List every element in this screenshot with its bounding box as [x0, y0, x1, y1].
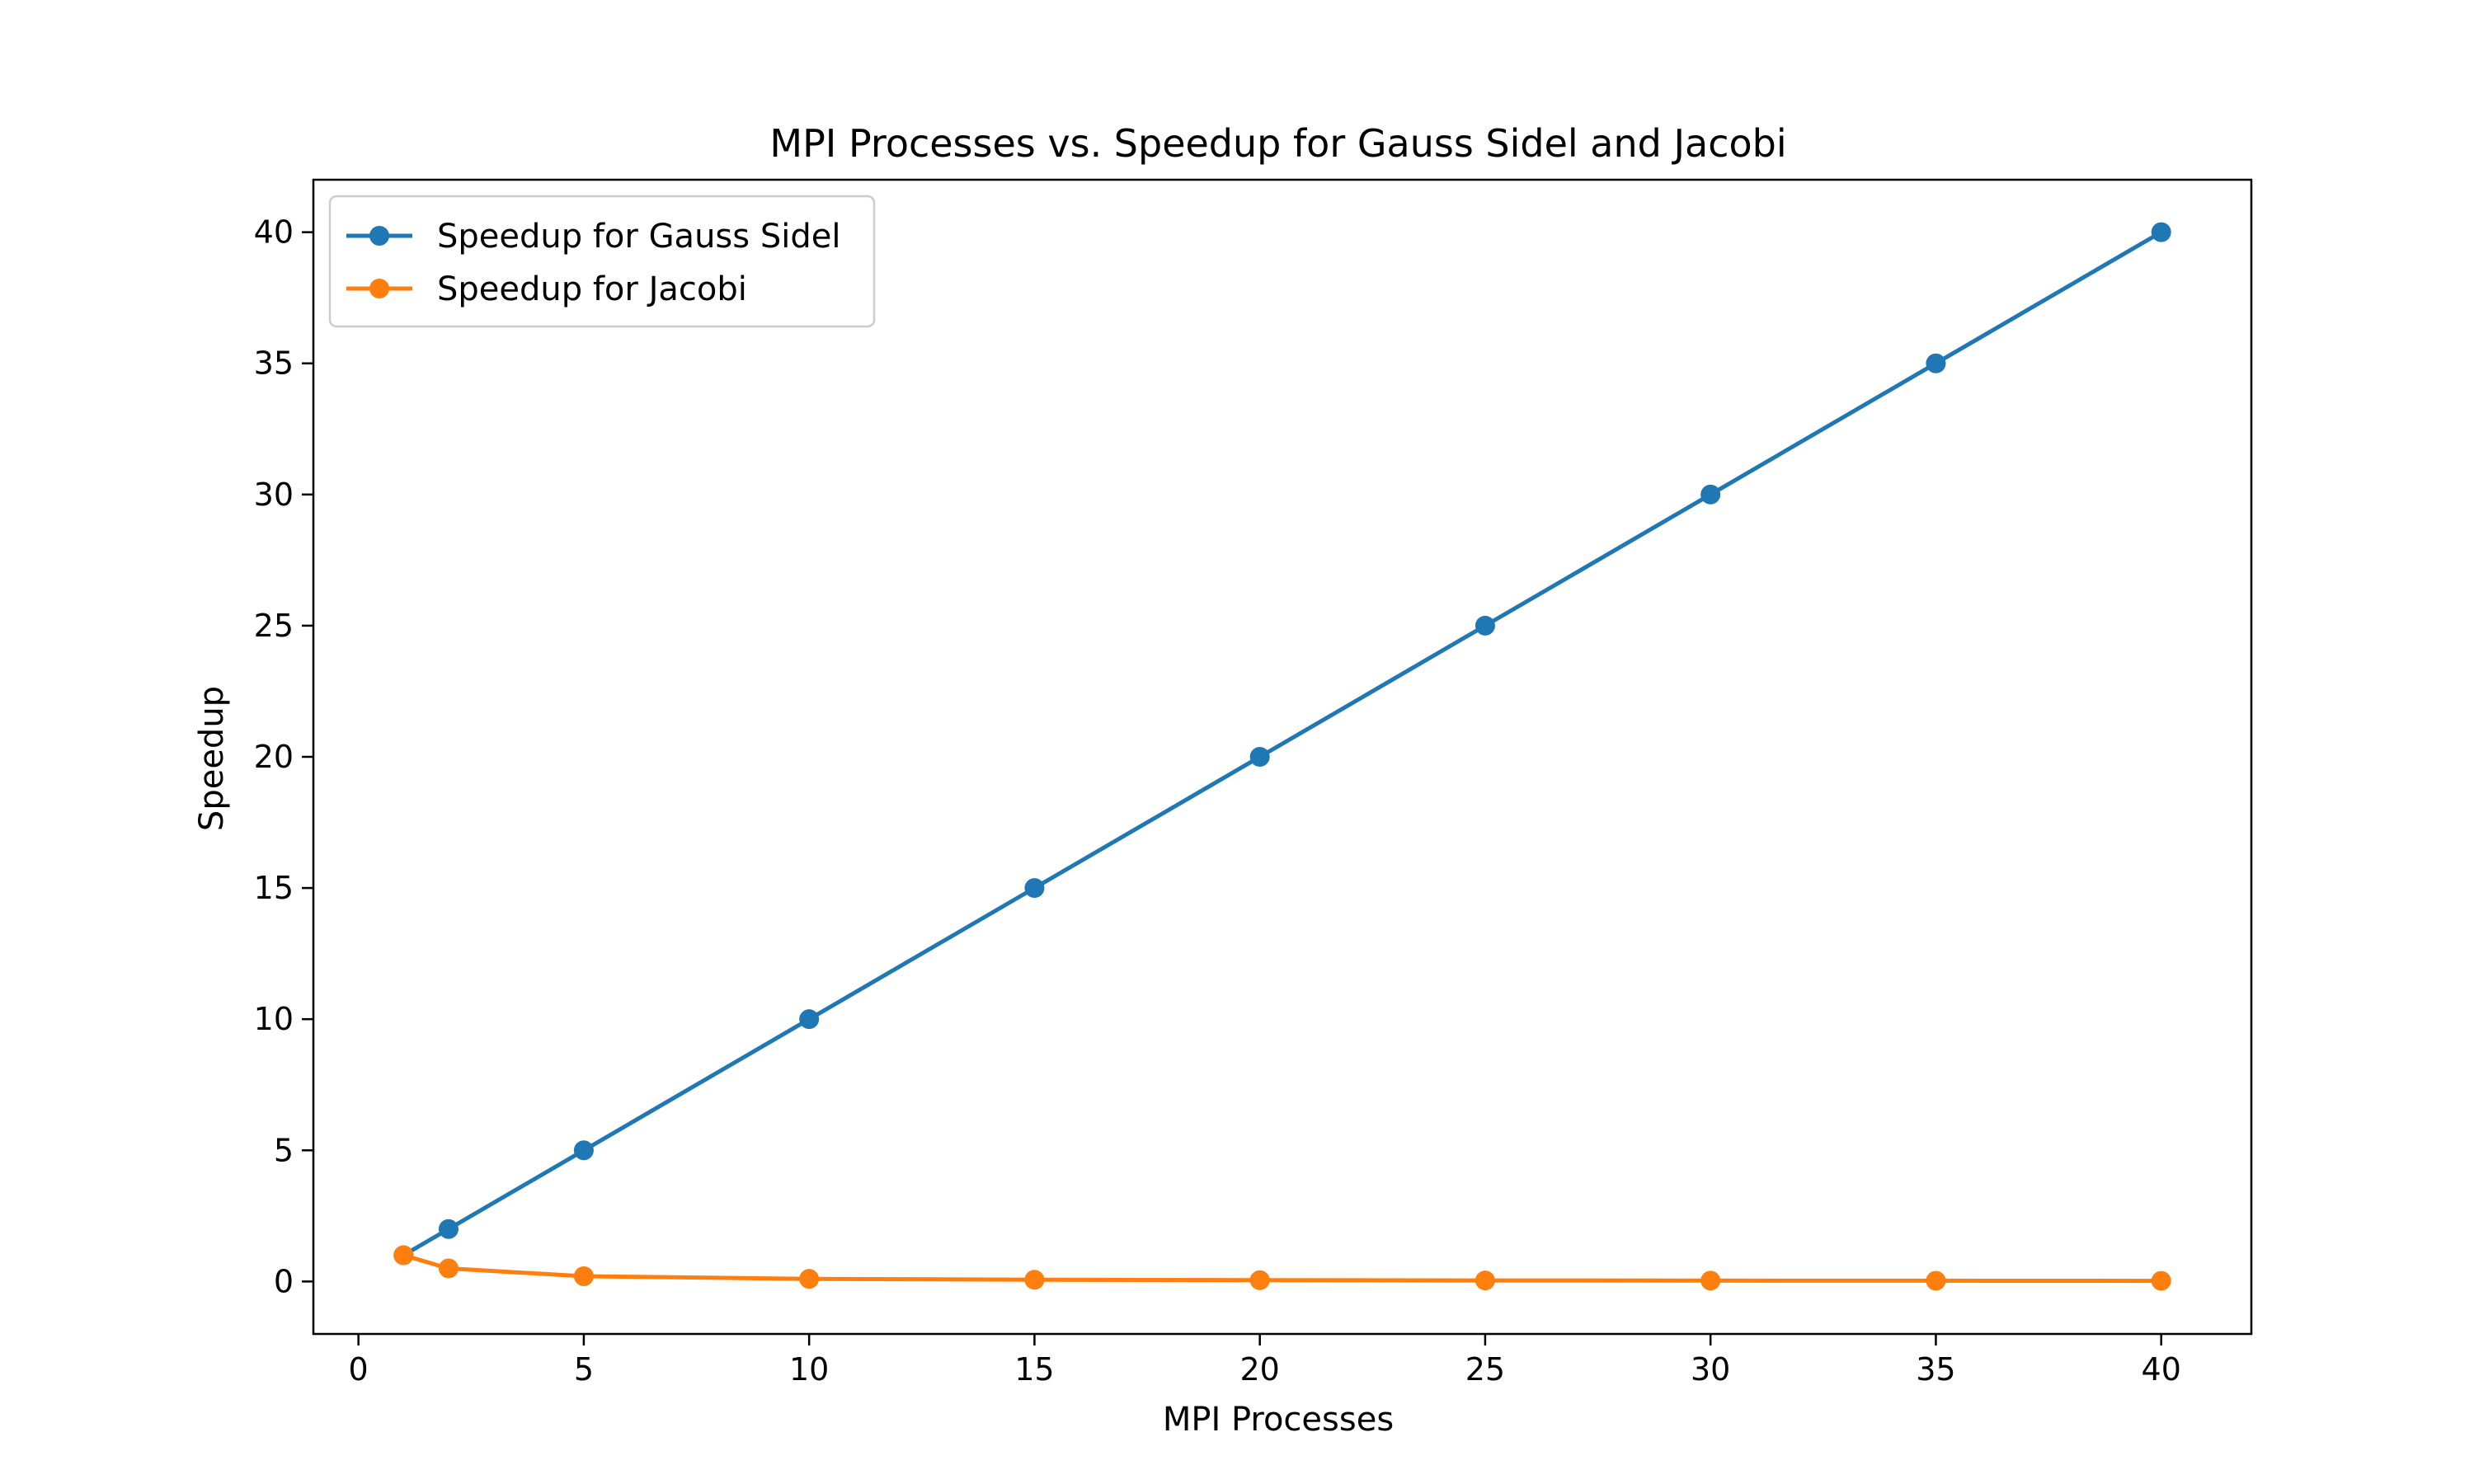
- data-point-2-5: [1024, 1270, 1045, 1290]
- data-point-2-1: [393, 1245, 414, 1266]
- data-point-1-6: [1249, 747, 1270, 767]
- x-tick-label: 20: [1239, 1351, 1279, 1388]
- plot-area: [393, 222, 2171, 1291]
- x-tick-label: 15: [1014, 1351, 1054, 1388]
- data-point-1-8: [1700, 484, 1721, 505]
- x-axis-label: MPI Processes: [1163, 1401, 1394, 1439]
- y-tick-label: 10: [254, 1001, 294, 1037]
- legend-marker-1: [369, 226, 389, 246]
- legend-box: [328, 195, 876, 328]
- data-point-2-9: [1926, 1270, 1946, 1291]
- data-point-1-9: [1926, 353, 1946, 373]
- data-point-2-10: [2151, 1270, 2171, 1291]
- x-tick-label: 10: [789, 1351, 829, 1388]
- y-tick-label: 15: [254, 870, 294, 906]
- y-tick-label: 30: [254, 477, 294, 513]
- y-tick-label: 20: [254, 739, 294, 775]
- legend-label-2: Speedup for Jacobi: [437, 270, 747, 308]
- data-point-1-5: [1024, 878, 1045, 899]
- data-point-1-3: [573, 1140, 594, 1161]
- chart-title: MPI Processes vs. Speedup for Gauss Side…: [769, 121, 1786, 166]
- series-line-2: [402, 1253, 2161, 1284]
- legend-marker-2: [369, 279, 389, 298]
- axes: 0 5 10 15 20 25 30 35 40 0 5 10 15 20 25 30 35 40: [254, 178, 2253, 1388]
- data-point-1-7: [1475, 615, 1495, 636]
- y-tick-label: 5: [274, 1132, 294, 1168]
- x-tick-label: 30: [1691, 1351, 1730, 1388]
- data-point-2-2: [438, 1258, 459, 1279]
- data-point-2-3: [573, 1266, 594, 1286]
- y-axis-label: Speedup: [193, 686, 231, 831]
- series-line-1: [402, 230, 2162, 1257]
- x-tick-label: 40: [2142, 1351, 2181, 1388]
- data-point-1-4: [799, 1009, 820, 1030]
- legend-label-1: Speedup for Gauss Sidel: [437, 218, 840, 256]
- y-tick-label: 25: [254, 608, 294, 644]
- x-tick-label: 0: [349, 1351, 369, 1388]
- data-point-1-2: [438, 1219, 459, 1239]
- x-tick-label: 25: [1465, 1351, 1505, 1388]
- y-tick-label: 0: [274, 1263, 294, 1299]
- data-point-2-8: [1700, 1270, 1721, 1291]
- x-tick-label: 35: [1916, 1351, 1955, 1388]
- data-point-2-4: [799, 1269, 820, 1289]
- y-tick-label: 40: [254, 214, 294, 251]
- data-point-1-10: [2151, 222, 2171, 242]
- y-tick-label: 35: [254, 345, 294, 382]
- data-point-2-7: [1475, 1270, 1495, 1291]
- legend: Speedup for Gauss Sidel Speedup for Jacob…: [328, 195, 876, 328]
- data-point-2-6: [1249, 1270, 1270, 1290]
- x-tick-label: 5: [574, 1351, 594, 1388]
